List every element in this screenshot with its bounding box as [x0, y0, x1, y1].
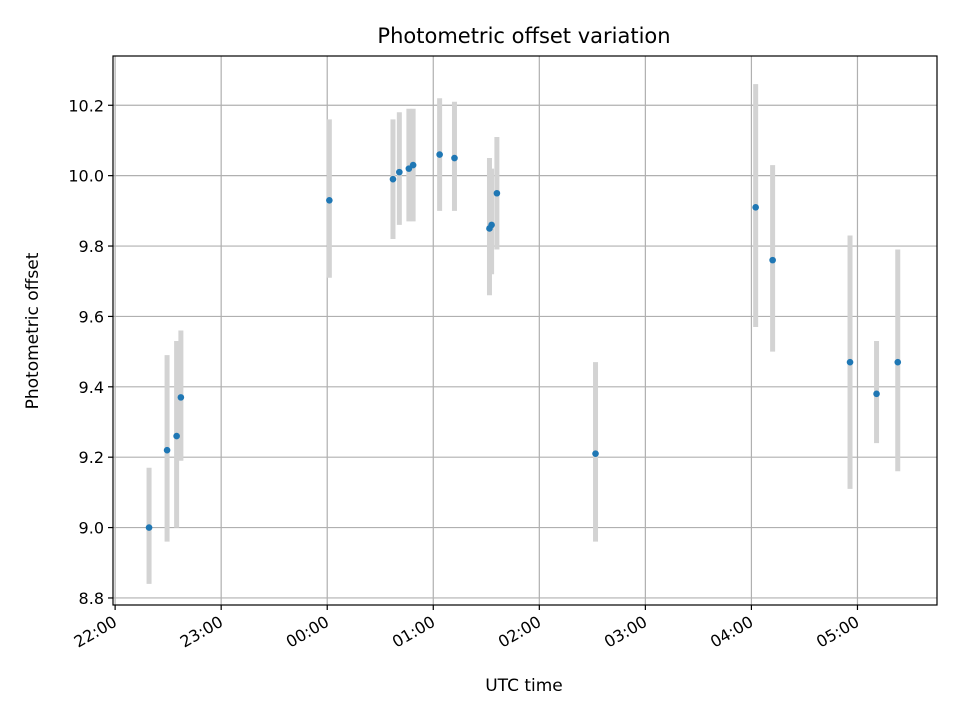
data-point	[326, 196, 333, 204]
data-point	[592, 450, 599, 457]
y-tick-label: 8.8	[79, 589, 104, 608]
data-point	[396, 168, 403, 176]
data-point	[163, 446, 171, 454]
data-point	[488, 221, 495, 229]
data-point	[873, 390, 880, 398]
data-point	[846, 358, 854, 366]
y-tick-label: 9.8	[79, 237, 104, 256]
data-point	[752, 204, 759, 211]
y-axis-ticks: 8.8 9.0 9.2 9.4 9.6 9.8 10.0 10.2	[68, 96, 113, 608]
y-axis-title: Photometric offset	[23, 252, 43, 409]
y-tick-label: 9.4	[79, 378, 104, 397]
y-tick-label: 10.2	[68, 96, 104, 115]
data-points	[145, 151, 902, 531]
y-tick-label: 9.6	[79, 307, 104, 326]
data-point	[436, 151, 443, 158]
data-point	[493, 189, 501, 197]
data-point	[451, 154, 458, 162]
data-point	[145, 524, 153, 531]
data-point	[769, 256, 776, 264]
data-point	[389, 175, 397, 183]
data-point	[173, 432, 180, 440]
data-point	[177, 394, 185, 401]
plot-frame	[112, 55, 938, 606]
grid-lines	[113, 56, 937, 605]
y-tick-label: 9.2	[79, 448, 104, 467]
x-axis-title: UTC time	[485, 676, 563, 696]
y-tick-label: 10.0	[68, 167, 104, 186]
data-point	[409, 161, 417, 169]
chart-title: Photometric offset variation	[377, 24, 670, 48]
data-point	[894, 358, 902, 366]
y-tick-label: 9.0	[79, 519, 104, 538]
